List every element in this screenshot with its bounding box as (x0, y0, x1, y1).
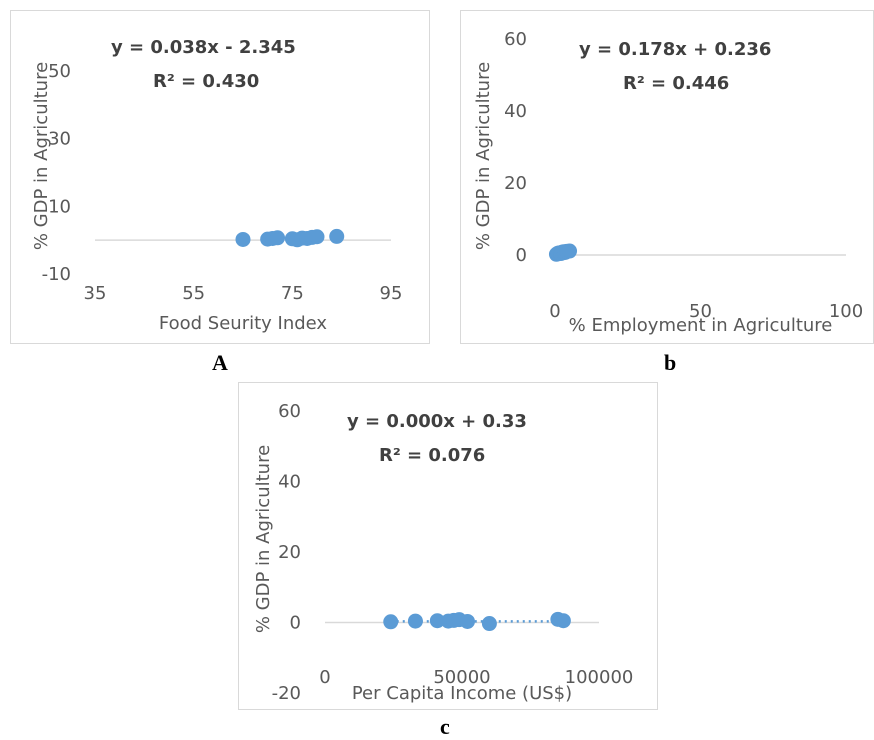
y-tick-label: 0 (290, 613, 301, 634)
y-tick-label: 40 (278, 472, 301, 493)
data-point (481, 616, 497, 632)
data-point (329, 228, 345, 244)
r-squared-label: R² = 0.446 (623, 73, 729, 94)
x-tick-label: 95 (380, 283, 403, 304)
chart-panel-c: -20 0 20 40 60 0 50000 100000 y = 0.000x + 0.33 R… (238, 382, 658, 710)
trendline-equation: y = 0.038x - 2.345 (111, 37, 296, 58)
y-tick-label: 30 (48, 129, 71, 150)
y-tick-label: 20 (278, 542, 301, 563)
y-tick-label: 20 (504, 173, 527, 194)
chart-panel-b: 0 20 40 60 0 50 100 y = 0.178x + 0.236 R² = 0.44… (460, 10, 874, 344)
x-tick-label: 100000 (565, 667, 634, 688)
x-axis-title: Per Capita Income (US$) (352, 683, 572, 704)
x-tick-label: 75 (281, 283, 304, 304)
data-point (235, 231, 251, 247)
x-tick-label: 0 (549, 301, 560, 322)
y-axis-title: % GDP in Agriculture (473, 62, 494, 250)
y-tick-label: 0 (516, 245, 527, 266)
x-tick-label: 100 (829, 301, 863, 322)
scatter-chart-c: -20 0 20 40 60 0 50000 100000 y = 0.000x + 0.33 R… (253, 401, 634, 704)
y-tick-label: 60 (504, 29, 527, 50)
r-squared-label: R² = 0.076 (379, 445, 485, 466)
caption-b: b (664, 350, 677, 375)
y-axis-title: % GDP in Agriculture (253, 445, 274, 633)
x-tick-label: 55 (182, 283, 205, 304)
caption-a: A (212, 350, 228, 375)
data-point (459, 613, 475, 629)
chart-panel-a: -10 10 30 50 35 55 75 95 y = 0.038x - 2.345 R² = … (10, 10, 430, 344)
x-axis-title: Food Seurity Index (159, 313, 328, 334)
r-squared-label: R² = 0.430 (153, 71, 259, 92)
caption-c: c (440, 714, 450, 739)
y-tick-label: 40 (504, 101, 527, 122)
data-point (407, 613, 423, 629)
trendline-equation: y = 0.000x + 0.33 (347, 411, 527, 432)
data-point (309, 229, 325, 245)
scatter-chart-a: -10 10 30 50 35 55 75 95 y = 0.038x - 2.345 R² = … (31, 37, 403, 334)
data-point (555, 613, 571, 629)
y-tick-label: 50 (48, 61, 71, 82)
scatter-chart-b: 0 20 40 60 0 50 100 y = 0.178x + 0.236 R² = 0.44… (473, 29, 863, 336)
y-tick-label: 10 (48, 196, 71, 217)
x-axis-title: % Employment in Agriculture (569, 315, 833, 336)
data-point (562, 243, 578, 259)
data-point (429, 613, 445, 629)
x-tick-label: 50 (689, 301, 712, 322)
x-tick-label: 35 (84, 283, 107, 304)
y-tick-label: -20 (272, 683, 301, 704)
y-tick-label: -10 (42, 264, 71, 285)
x-tick-label: 50000 (433, 667, 490, 688)
x-tick-label: 0 (319, 667, 330, 688)
data-point (383, 614, 399, 630)
y-tick-label: 60 (278, 401, 301, 422)
y-axis-title: % GDP in Agriculture (31, 62, 52, 250)
data-point (270, 230, 286, 246)
trendline-equation: y = 0.178x + 0.236 (579, 39, 771, 60)
